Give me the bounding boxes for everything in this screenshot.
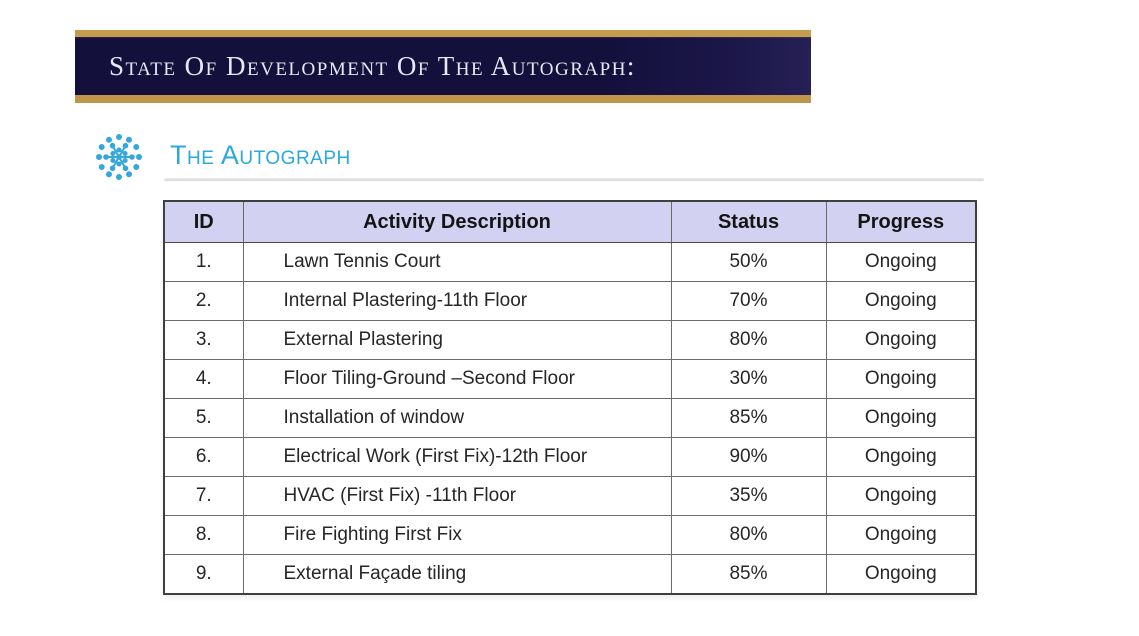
cell-id: 1. — [163, 242, 244, 282]
cell-activity: External Façade tiling — [242, 554, 672, 595]
cell-progress: Ongoing — [825, 476, 977, 516]
section-heading: The Autograph — [170, 140, 351, 170]
header-status: Status — [670, 200, 827, 243]
header-id: ID — [163, 200, 244, 243]
table-row: 9. External Façade tiling 85% Ongoing — [163, 554, 977, 595]
cell-status: 70% — [670, 281, 827, 321]
table-row: 6. Electrical Work (First Fix)-12th Floo… — [163, 437, 977, 477]
cell-activity: HVAC (First Fix) -11th Floor — [242, 476, 672, 516]
cell-activity: Installation of window — [242, 398, 672, 438]
snowflake-icon — [95, 133, 143, 181]
cell-status: 35% — [670, 476, 827, 516]
cell-id: 5. — [163, 398, 244, 438]
cell-id: 9. — [163, 554, 244, 595]
table-row: 1. Lawn Tennis Court 50% Ongoing — [163, 242, 977, 282]
table-row: 4. Floor Tiling-Ground –Second Floor 30%… — [163, 359, 977, 399]
slide-title: State Of Development Of The Autograph: — [109, 51, 636, 81]
table-row: 2. Internal Plastering-11th Floor 70% On… — [163, 281, 977, 321]
cell-id: 3. — [163, 320, 244, 360]
header-activity: Activity Description — [242, 200, 672, 243]
table-row: 3. External Plastering 80% Ongoing — [163, 320, 977, 360]
cell-progress: Ongoing — [825, 320, 977, 360]
cell-activity: Fire Fighting First Fix — [242, 515, 672, 555]
heading-divider — [164, 178, 984, 181]
cell-progress: Ongoing — [825, 398, 977, 438]
cell-status: 85% — [670, 554, 827, 595]
activity-table: ID Activity Description Status Progress … — [163, 200, 977, 595]
cell-progress: Ongoing — [825, 554, 977, 595]
cell-status: 50% — [670, 242, 827, 282]
cell-status: 80% — [670, 515, 827, 555]
cell-progress: Ongoing — [825, 281, 977, 321]
cell-status: 80% — [670, 320, 827, 360]
cell-activity: Lawn Tennis Court — [242, 242, 672, 282]
cell-status: 30% — [670, 359, 827, 399]
table-row: 8. Fire Fighting First Fix 80% Ongoing — [163, 515, 977, 555]
cell-activity: Floor Tiling-Ground –Second Floor — [242, 359, 672, 399]
cell-status: 90% — [670, 437, 827, 477]
cell-status: 85% — [670, 398, 827, 438]
cell-progress: Ongoing — [825, 242, 977, 282]
cell-progress: Ongoing — [825, 359, 977, 399]
cell-id: 4. — [163, 359, 244, 399]
cell-activity: Internal Plastering-11th Floor — [242, 281, 672, 321]
table-row: 7. HVAC (First Fix) -11th Floor 35% Ongo… — [163, 476, 977, 516]
title-banner: State Of Development Of The Autograph: — [75, 30, 811, 103]
cell-progress: Ongoing — [825, 437, 977, 477]
table-row: 5. Installation of window 85% Ongoing — [163, 398, 977, 438]
cell-id: 7. — [163, 476, 244, 516]
cell-activity: Electrical Work (First Fix)-12th Floor — [242, 437, 672, 477]
cell-id: 2. — [163, 281, 244, 321]
cell-activity: External Plastering — [242, 320, 672, 360]
table-header-row: ID Activity Description Status Progress — [163, 200, 977, 243]
cell-id: 8. — [163, 515, 244, 555]
header-progress: Progress — [825, 200, 977, 243]
cell-progress: Ongoing — [825, 515, 977, 555]
cell-id: 6. — [163, 437, 244, 477]
